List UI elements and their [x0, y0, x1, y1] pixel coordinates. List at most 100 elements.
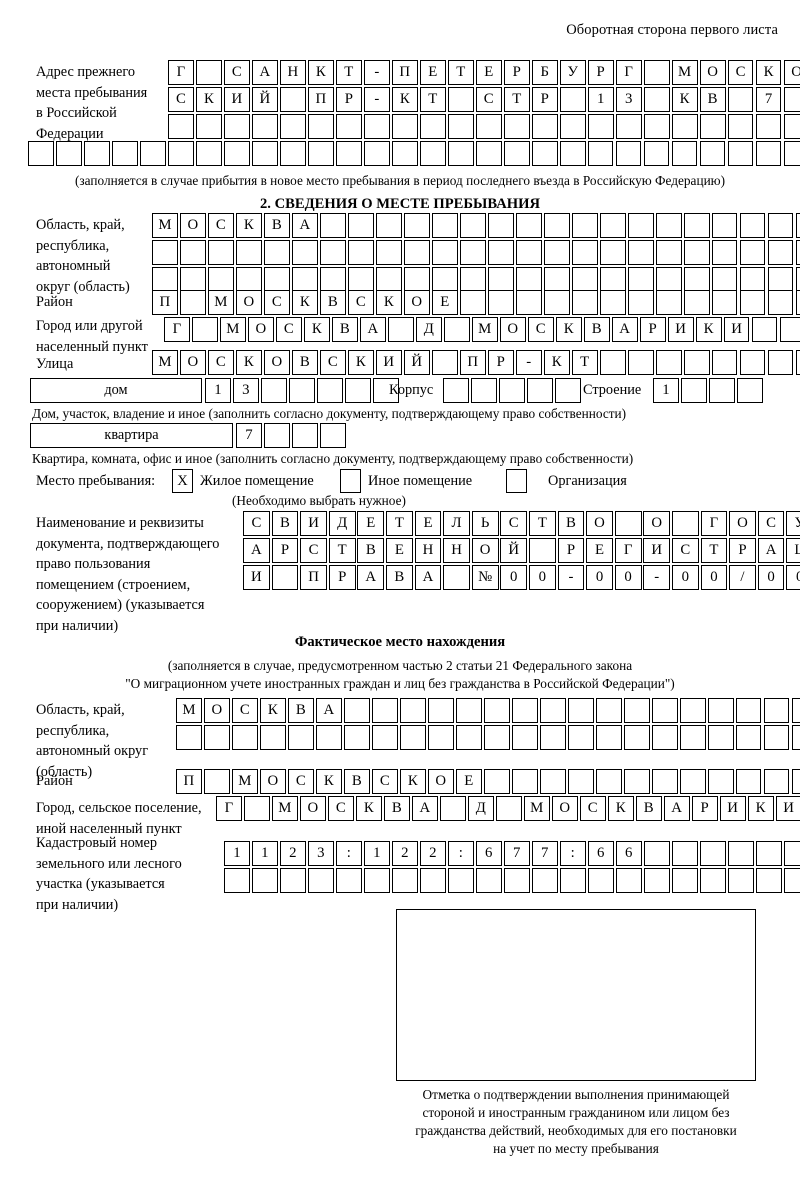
form-cell[interactable]: Р [639, 317, 666, 342]
form-cell[interactable] [679, 769, 706, 794]
form-cell[interactable] [599, 350, 626, 375]
form-cell[interactable] [203, 725, 230, 750]
form-cell[interactable]: К [399, 769, 426, 794]
form-cell[interactable] [655, 267, 682, 292]
form-cell[interactable]: В [557, 511, 585, 536]
form-cell[interactable]: С [319, 350, 346, 375]
form-cell[interactable] [343, 698, 370, 723]
form-cell[interactable]: О [729, 511, 756, 536]
form-cell[interactable]: А [291, 213, 318, 238]
form-cell[interactable]: О [499, 317, 526, 342]
form-cell[interactable]: И [300, 511, 327, 536]
form-cell[interactable]: 3 [232, 378, 259, 403]
form-cell[interactable] [614, 511, 642, 536]
form-cell[interactable]: М [523, 796, 550, 821]
form-cell[interactable]: Е [586, 538, 613, 563]
form-cell[interactable] [571, 213, 598, 238]
form-cell[interactable] [683, 290, 710, 315]
form-cell[interactable] [431, 267, 458, 292]
form-cell[interactable]: С [243, 511, 270, 536]
form-cell[interactable] [235, 267, 262, 292]
cadastral-row-2[interactable] [224, 868, 800, 893]
form-cell[interactable]: С [579, 796, 606, 821]
form-cell[interactable] [791, 725, 800, 750]
form-cell[interactable]: С [231, 698, 258, 723]
form-cell[interactable] [539, 769, 566, 794]
form-cell[interactable] [763, 769, 790, 794]
form-cell[interactable]: О [783, 60, 800, 85]
form-cell[interactable]: 1 [224, 841, 250, 866]
form-cell[interactable] [727, 868, 754, 893]
form-cell[interactable] [615, 114, 642, 139]
form-cell[interactable] [279, 114, 306, 139]
form-cell[interactable]: 0 [671, 565, 699, 590]
form-cell[interactable] [595, 698, 622, 723]
form-cell[interactable] [391, 141, 418, 166]
form-cell[interactable] [515, 290, 542, 315]
form-cell[interactable]: 3 [615, 87, 642, 112]
form-cell[interactable]: С [300, 538, 327, 563]
form-cell[interactable] [403, 240, 430, 265]
form-cell[interactable]: Т [447, 60, 474, 85]
form-cell[interactable]: 0 [500, 565, 528, 590]
form-cell[interactable]: О [247, 317, 274, 342]
form-cell[interactable]: С [527, 317, 554, 342]
form-cell[interactable] [399, 698, 426, 723]
form-cell[interactable] [443, 317, 470, 342]
form-cell[interactable] [755, 141, 782, 166]
form-cell[interactable] [167, 141, 194, 166]
form-cell[interactable] [347, 267, 374, 292]
form-cell[interactable]: 6 [587, 841, 614, 866]
form-cell[interactable] [739, 240, 766, 265]
form-cell[interactable] [307, 141, 334, 166]
form-cell[interactable] [571, 240, 598, 265]
form-cell[interactable] [335, 114, 362, 139]
form-cell[interactable] [427, 725, 454, 750]
form-cell[interactable] [627, 290, 654, 315]
form-cell[interactable] [191, 317, 218, 342]
form-cell[interactable]: 2 [419, 841, 446, 866]
s2-region-row-2[interactable] [152, 240, 800, 265]
form-cell[interactable]: О [699, 60, 726, 85]
form-cell[interactable] [707, 698, 734, 723]
form-cell[interactable] [235, 240, 262, 265]
form-cell[interactable] [419, 141, 446, 166]
form-cell[interactable]: 1 [205, 378, 231, 403]
form-cell[interactable]: С [168, 87, 194, 112]
form-cell[interactable]: С [475, 87, 502, 112]
form-cell[interactable] [531, 141, 558, 166]
form-cell[interactable] [231, 725, 258, 750]
form-cell[interactable]: А [757, 538, 785, 563]
form-cell[interactable] [711, 213, 738, 238]
form-cell[interactable] [627, 213, 654, 238]
form-cell[interactable] [595, 725, 622, 750]
form-cell[interactable] [779, 317, 800, 342]
form-cell[interactable] [443, 378, 469, 403]
form-cell[interactable]: К [355, 796, 382, 821]
form-cell[interactable] [735, 698, 762, 723]
form-cell[interactable]: К [375, 290, 402, 315]
flat-number-cells[interactable]: 7 [236, 423, 348, 448]
form-cell[interactable]: У [559, 60, 586, 85]
form-cell[interactable] [739, 213, 766, 238]
form-cell[interactable]: Г [614, 538, 642, 563]
form-cell[interactable] [419, 114, 446, 139]
form-cell[interactable]: К [347, 350, 374, 375]
form-cell[interactable] [531, 114, 558, 139]
form-cell[interactable]: Е [385, 538, 413, 563]
form-cell[interactable] [503, 141, 530, 166]
form-cell[interactable]: Е [419, 60, 446, 85]
form-cell[interactable] [711, 267, 738, 292]
form-cell[interactable]: 1 [653, 378, 679, 403]
form-cell[interactable] [391, 114, 418, 139]
al-region-row-2[interactable] [176, 725, 800, 750]
form-cell[interactable] [643, 114, 670, 139]
form-cell[interactable] [559, 141, 586, 166]
form-cell[interactable]: - [643, 565, 671, 590]
form-cell[interactable]: 3 [307, 841, 334, 866]
form-cell[interactable] [263, 240, 290, 265]
form-cell[interactable]: В [319, 290, 346, 315]
form-cell[interactable]: Т [335, 60, 362, 85]
form-cell[interactable] [251, 868, 278, 893]
